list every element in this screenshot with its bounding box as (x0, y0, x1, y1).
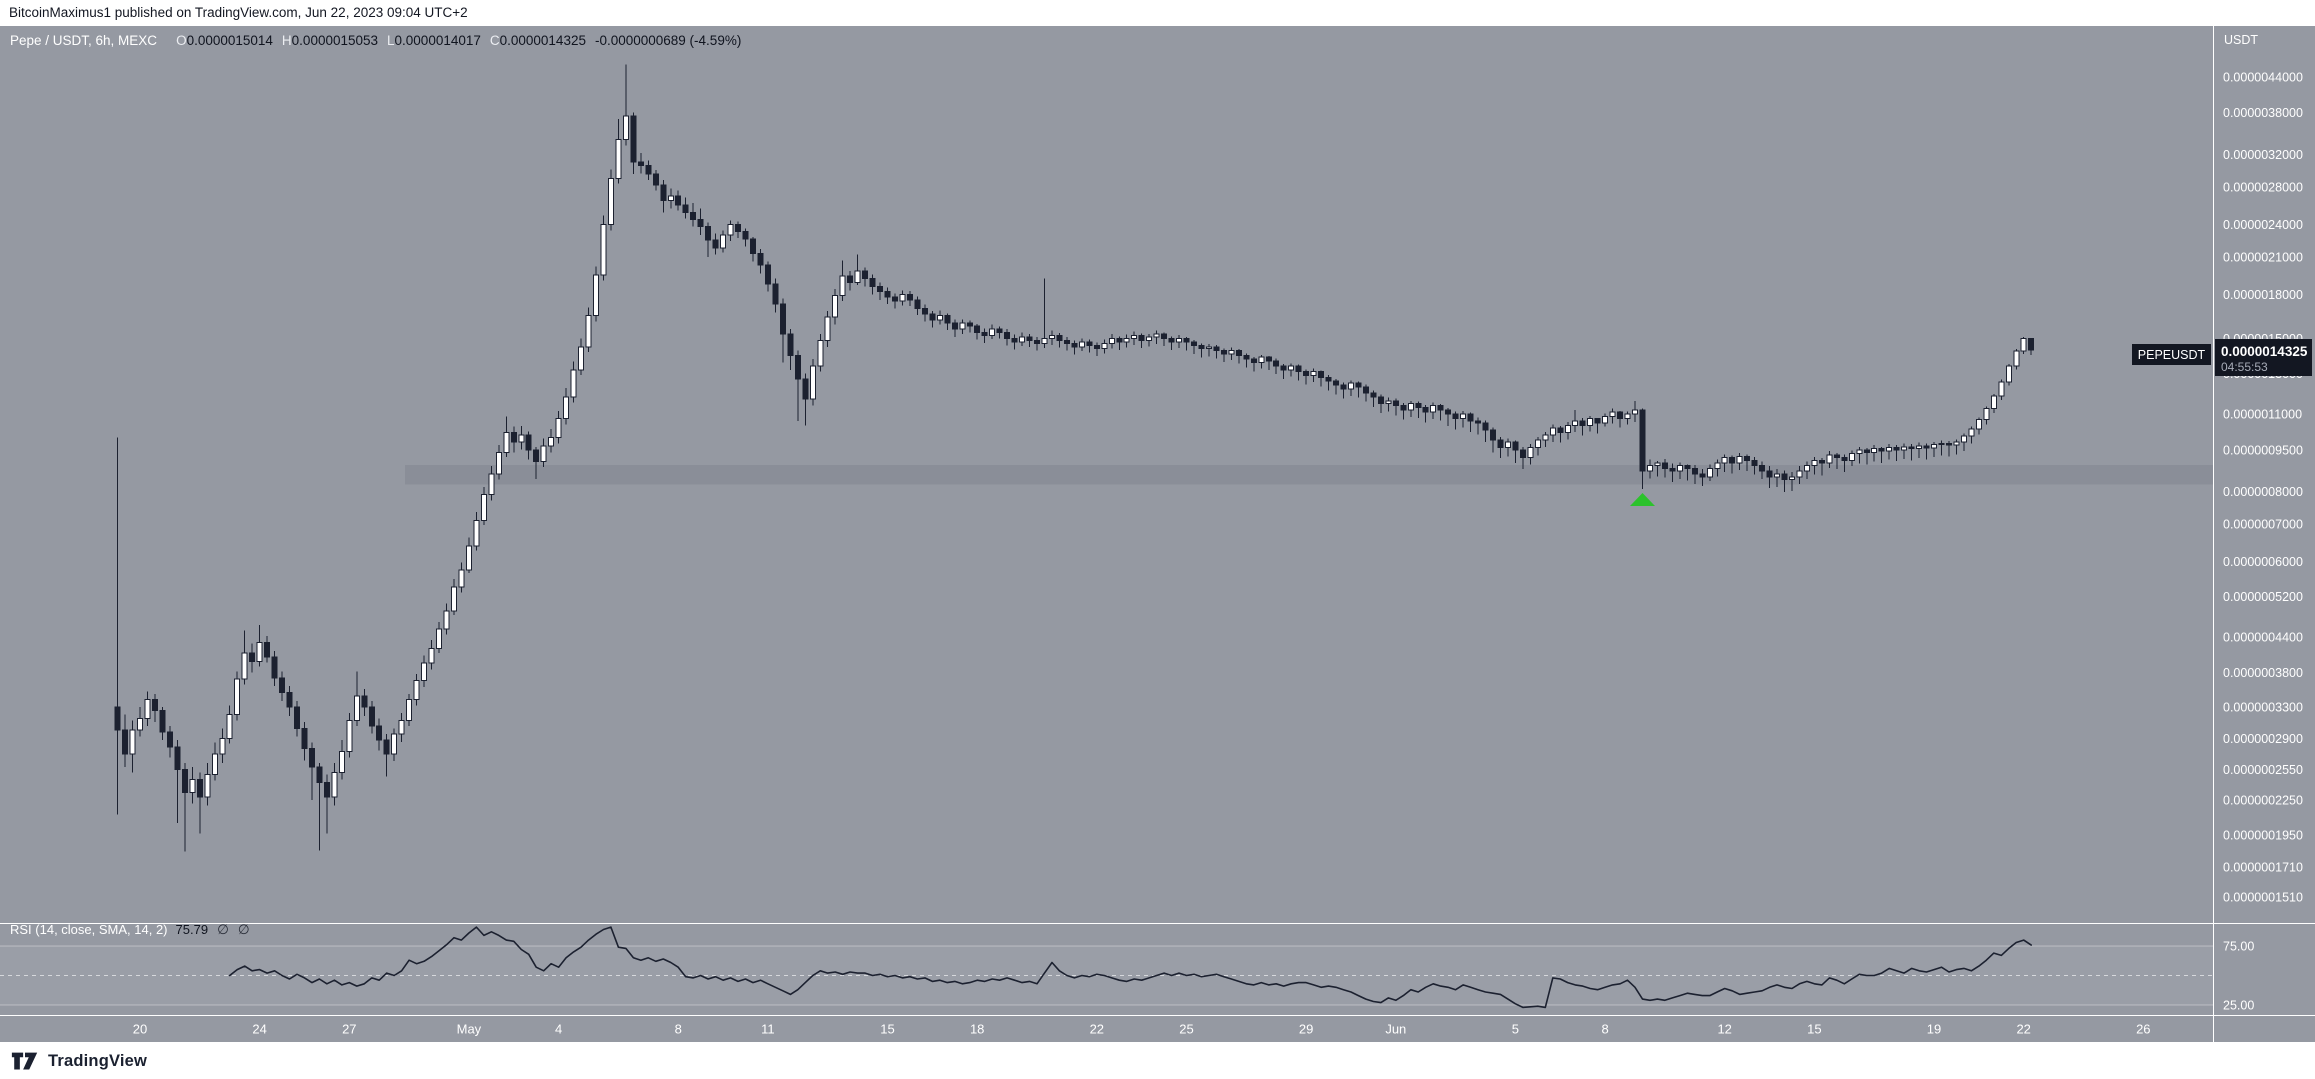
time-tick: 8 (1601, 1022, 1608, 1037)
time-tick: 22 (2016, 1022, 2030, 1037)
rsi-value: 75.79 (175, 922, 209, 937)
price-tick: 0.0000024000 (2223, 218, 2303, 232)
time-tick: 5 (1512, 1022, 1519, 1037)
price-tick: 0.0000009500 (2223, 443, 2303, 457)
rsi-title[interactable]: RSI (14, close, SMA, 14, 2) (10, 922, 168, 937)
rsi-legend[interactable]: RSI (14, close, SMA, 14, 2) 75.79 ∅ ∅ (10, 922, 250, 938)
price-tick: 0.0000038000 (2223, 106, 2303, 120)
price-tick: 0.0000002550 (2223, 763, 2303, 777)
tradingview-logo-icon[interactable] (10, 1049, 40, 1073)
footer-bar: TradingView (0, 1043, 2315, 1079)
price-tick: 0.0000044000 (2223, 71, 2303, 85)
price-tick: 0.0000028000 (2223, 180, 2303, 194)
support-zone (405, 464, 2213, 485)
rsi-empty-value-2: ∅ (237, 922, 250, 937)
time-tick: 20 (133, 1022, 147, 1037)
time-tick: Jun (1385, 1022, 1406, 1037)
price-tick: 0.0000005200 (2223, 590, 2303, 604)
time-axis-ticks[interactable]: 20 24 27 May 4 8 11 15 18 22 25 29 Jun 5 8 12 15 19 22 26 (133, 1022, 2151, 1037)
time-tick: 4 (555, 1022, 562, 1037)
price-axis-currency: USDT (2224, 33, 2259, 47)
published-line: BitcoinMaximus1 published on TradingView… (9, 5, 468, 20)
time-tick: 15 (1807, 1022, 1821, 1037)
price-axis-ticks[interactable]: 0.0000044000 0.0000038000 0.0000032000 0.00… (2223, 71, 2303, 905)
low-value: 0.0000014017 (394, 33, 481, 48)
tradingview-brand-text[interactable]: TradingView (48, 1051, 148, 1070)
buy-marker-icon (1630, 493, 1655, 506)
time-tick: 15 (880, 1022, 894, 1037)
price-tick: 0.0000002250 (2223, 794, 2303, 808)
candlestick-series (114, 64, 2035, 852)
chart-legend[interactable]: Pepe / USDT, 6h, MEXC O0.0000015014 H0.000… (10, 33, 741, 48)
rsi-upper-tick: 75.00 (2223, 940, 2254, 954)
symbol-tag-text: PEPEUSDT (2138, 348, 2206, 362)
header-bar: BitcoinMaximus1 published on TradingView… (0, 0, 2315, 26)
time-tick: 8 (675, 1022, 682, 1037)
open-value: 0.0000015014 (186, 33, 273, 48)
rsi-empty-value-1: ∅ (217, 922, 229, 937)
time-tick: 29 (1299, 1022, 1313, 1037)
time-tick: 25 (1179, 1022, 1193, 1037)
price-tick: 0.0000018000 (2223, 288, 2303, 302)
time-tick: 22 (1090, 1022, 1104, 1037)
time-tick: 26 (2136, 1022, 2150, 1037)
price-tick: 0.0000007000 (2223, 518, 2303, 532)
symbol-tag (2132, 344, 2211, 365)
close-value: 0.0000014325 (499, 33, 586, 48)
time-tick: May (457, 1022, 482, 1037)
last-price-text: 0.0000014325 (2221, 344, 2308, 359)
time-tick: 11 (761, 1022, 775, 1037)
price-tick: 0.0000001510 (2223, 891, 2303, 905)
rsi-axis-ticks[interactable]: 75.00 25.00 (2223, 940, 2254, 1013)
pane-separators (0, 26, 2315, 1043)
price-tick: 0.0000001950 (2223, 828, 2303, 842)
price-tick: 0.0000021000 (2223, 250, 2303, 264)
chart-canvas[interactable]: 0.0000044000 0.0000038000 0.0000032000 0.00… (0, 26, 2315, 1043)
high-label: H (281, 33, 292, 48)
last-price-tag (2215, 339, 2312, 376)
price-tick: 0.0000001710 (2223, 860, 2303, 874)
price-tick: 0.0000003300 (2223, 700, 2303, 714)
price-tick: 0.0000003800 (2223, 666, 2303, 680)
rsi-line (228, 926, 2032, 1009)
price-tick: 0.0000006000 (2223, 555, 2303, 569)
symbol-title[interactable]: Pepe / USDT, 6h, MEXC (10, 33, 158, 48)
price-tick: 0.0000004400 (2223, 631, 2303, 645)
high-value: 0.0000015053 (291, 33, 379, 48)
time-tick: 18 (970, 1022, 984, 1037)
bar-countdown-text: 04:55:53 (2221, 360, 2268, 374)
time-tick: 24 (252, 1022, 266, 1037)
price-tick: 0.0000008000 (2223, 485, 2303, 499)
rsi-lower-tick: 25.00 (2223, 999, 2254, 1013)
price-tick: 0.0000011000 (2223, 408, 2302, 422)
time-tick: 19 (1927, 1022, 1941, 1037)
open-label: O (176, 33, 187, 48)
close-label: C (489, 33, 500, 48)
time-tick: 12 (1717, 1022, 1731, 1037)
price-tick: 0.0000002900 (2223, 732, 2303, 746)
change-value: -0.0000000689 (-4.59%) (594, 33, 742, 48)
low-label: L (387, 33, 395, 48)
chart-region: 0.0000044000 0.0000038000 0.0000032000 0.00… (0, 26, 2315, 1043)
price-tick: 0.0000032000 (2223, 148, 2303, 162)
time-tick: 27 (342, 1022, 356, 1037)
